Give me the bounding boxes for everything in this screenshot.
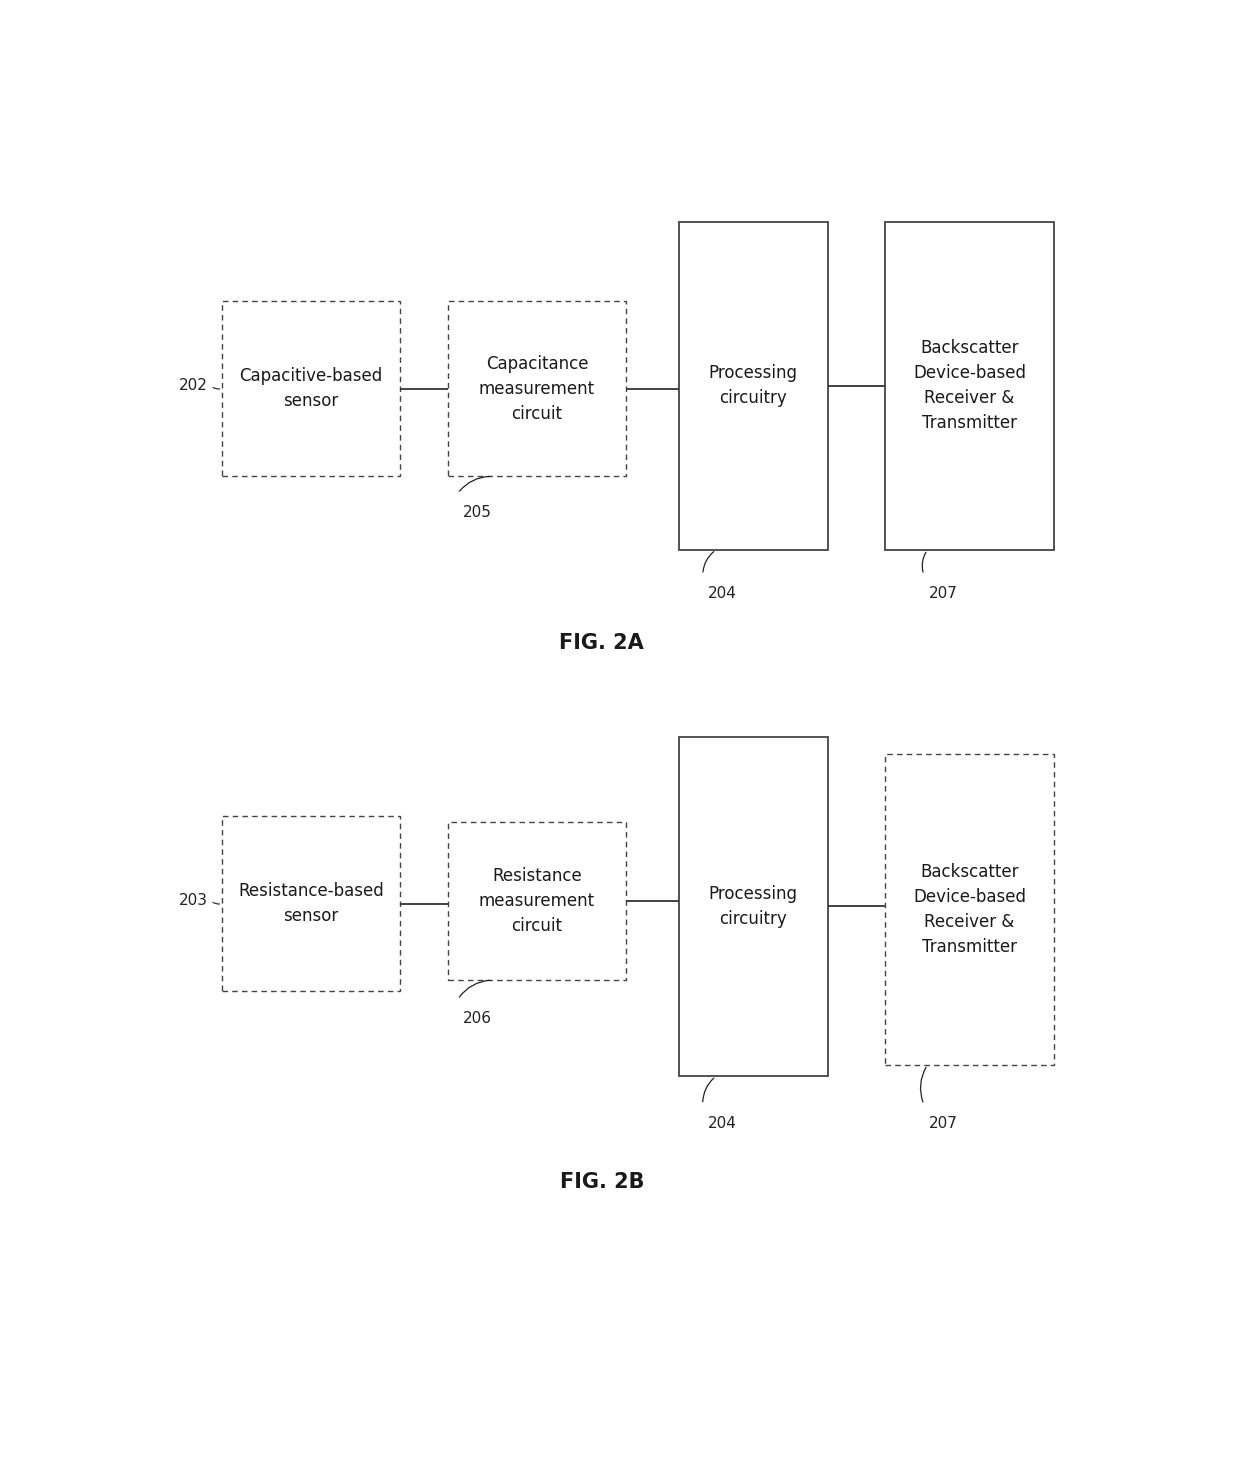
Text: FIG. 2A: FIG. 2A [559,632,645,653]
Bar [678,222,828,550]
Bar [448,301,626,476]
Text: Processing
circuitry: Processing circuitry [709,885,797,928]
Text: Backscatter
Device-based
Receiver &
Transmitter: Backscatter Device-based Receiver & Tran… [913,863,1025,956]
Text: Resistance-based
sensor: Resistance-based sensor [238,882,384,925]
Bar [885,754,1054,1064]
Text: 207: 207 [929,1116,957,1130]
Bar [678,736,828,1076]
Text: 202: 202 [179,378,208,394]
Text: 203: 203 [179,894,208,908]
Text: 205: 205 [463,504,491,520]
Text: Backscatter
Device-based
Receiver &
Transmitter: Backscatter Device-based Receiver & Tran… [913,340,1025,432]
Bar [222,301,401,476]
Text: Capacitance
measurement
circuit: Capacitance measurement circuit [479,354,595,423]
Bar [222,816,401,991]
Text: 204: 204 [708,587,737,601]
Text: Resistance
measurement
circuit: Resistance measurement circuit [479,867,595,935]
Text: 204: 204 [708,1116,737,1130]
Text: 206: 206 [463,1010,491,1026]
Text: Processing
circuitry: Processing circuitry [709,365,797,407]
Text: 207: 207 [929,587,957,601]
Bar [885,222,1054,550]
Text: Capacitive-based
sensor: Capacitive-based sensor [239,368,383,410]
Bar [448,822,626,980]
Text: FIG. 2B: FIG. 2B [559,1172,644,1192]
